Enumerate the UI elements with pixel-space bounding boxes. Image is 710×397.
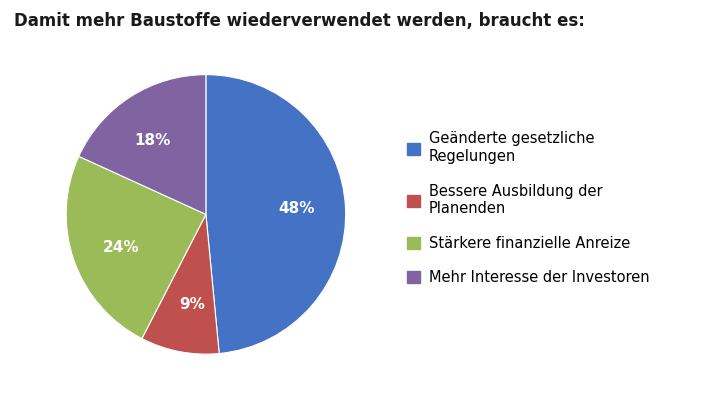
Text: Damit mehr Baustoffe wiederverwendet werden, braucht es:: Damit mehr Baustoffe wiederverwendet wer… <box>14 12 585 30</box>
Wedge shape <box>206 75 346 353</box>
Wedge shape <box>66 156 206 339</box>
Text: 18%: 18% <box>134 133 170 148</box>
Wedge shape <box>142 214 219 354</box>
Wedge shape <box>79 75 206 214</box>
Text: 24%: 24% <box>103 240 140 255</box>
Legend: Geänderte gesetzliche
Regelungen, Bessere Ausbildung der
Planenden, Stärkere fin: Geänderte gesetzliche Regelungen, Besser… <box>407 131 650 285</box>
Text: 48%: 48% <box>278 201 315 216</box>
Text: 9%: 9% <box>179 297 204 312</box>
